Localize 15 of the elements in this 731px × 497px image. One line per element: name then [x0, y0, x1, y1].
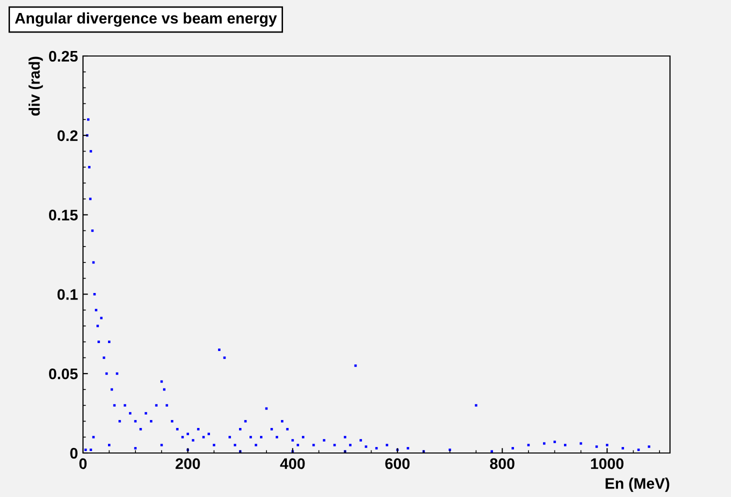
- y-tick-label: 0: [70, 448, 78, 459]
- y-tick-label: 0.05: [49, 368, 78, 380]
- y-tick-label: 0.15: [49, 210, 78, 220]
- x-tick-label: 1000: [591, 458, 624, 470]
- x-tick-label: 800: [490, 458, 514, 470]
- x-tick-label: 600: [385, 458, 410, 470]
- y-tick-label: 0.25: [49, 50, 78, 62]
- x-axis-title: En (MeV): [606, 478, 670, 492]
- y-axis-title: div (rad): [28, 56, 43, 116]
- y-tick-label: 0.2: [58, 130, 78, 142]
- chart-title: Angular divergence vs beam energy: [15, 12, 277, 27]
- x-tick-label: 400: [280, 458, 305, 470]
- x-tick-label: 200: [176, 458, 200, 470]
- x-tick-label: 0: [79, 458, 87, 470]
- y-tick-label: 0.1: [58, 289, 78, 300]
